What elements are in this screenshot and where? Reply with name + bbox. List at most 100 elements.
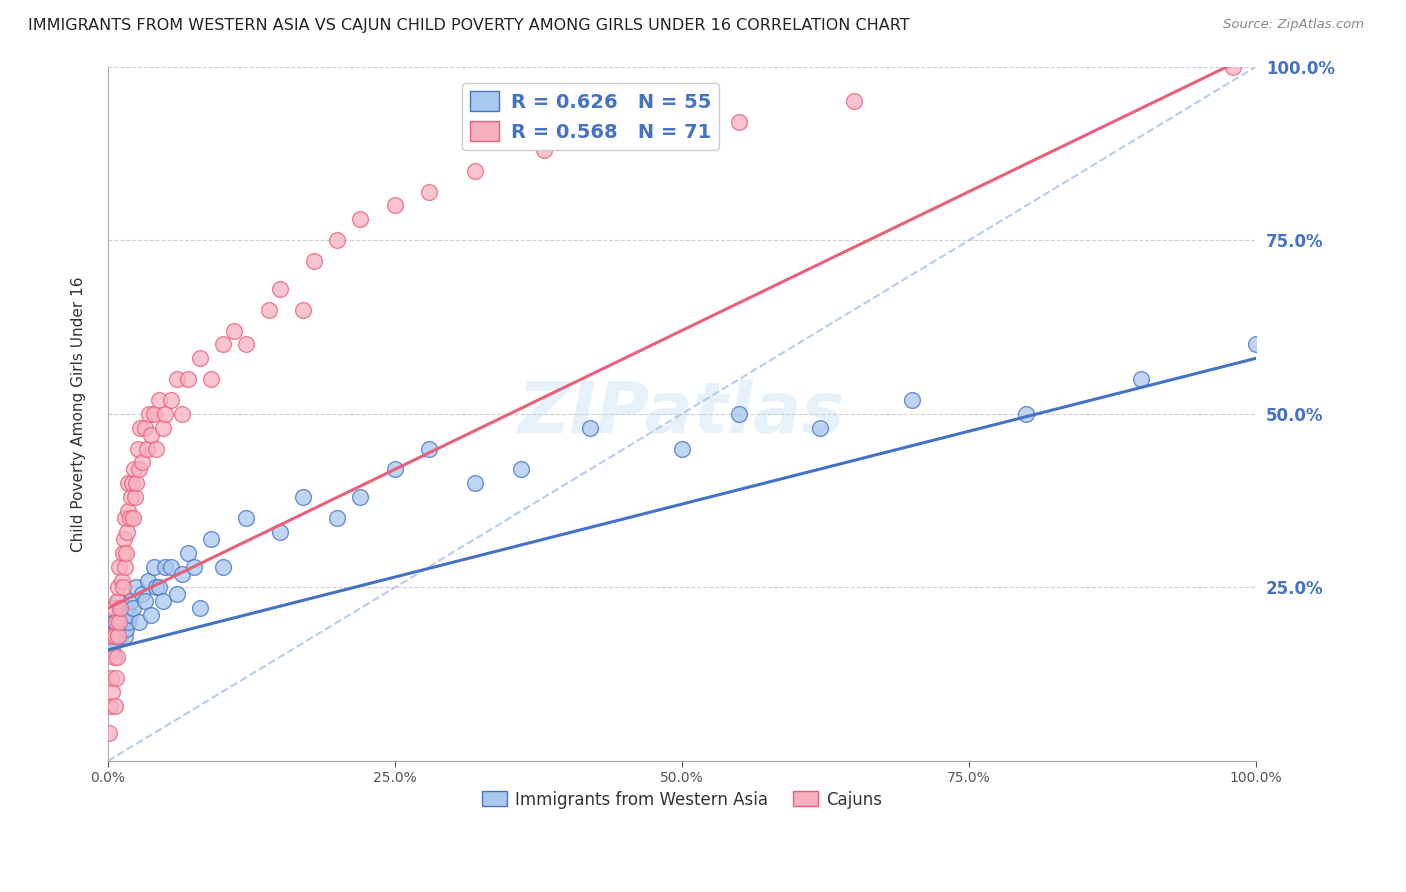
Point (418, 442, 440, 456)
Point (141, 427, 163, 442)
Point (104, 615, 127, 630)
Point (104, 615, 127, 630)
Point (117, 615, 139, 630)
Point (172, 566, 194, 581)
Point (464, 163, 486, 178)
Point (136, 574, 159, 588)
Point (110, 601, 132, 615)
Point (98, 698, 121, 713)
Point (211, 559, 233, 574)
Point (111, 546, 134, 560)
Point (160, 392, 183, 407)
Point (114, 559, 136, 574)
Point (101, 643, 124, 657)
Point (145, 581, 167, 595)
Point (728, 407, 751, 421)
Point (326, 511, 349, 525)
Point (304, 254, 326, 268)
Point (122, 462, 145, 476)
Point (115, 546, 138, 560)
Text: ZIPatlas: ZIPatlas (519, 379, 845, 449)
Point (122, 601, 145, 615)
Point (177, 372, 200, 386)
Point (142, 559, 165, 574)
Point (153, 407, 176, 421)
Point (384, 462, 406, 476)
Point (110, 574, 132, 588)
Point (117, 476, 139, 491)
Point (117, 601, 139, 615)
Point (464, 476, 486, 491)
Point (152, 421, 174, 435)
Text: IMMIGRANTS FROM WESTERN ASIA VS CAJUN CHILD POVERTY AMONG GIRLS UNDER 16 CORRELA: IMMIGRANTS FROM WESTERN ASIA VS CAJUN CH… (28, 18, 910, 33)
Point (579, 421, 602, 435)
Point (127, 442, 149, 456)
Point (105, 649, 128, 664)
Point (100, 629, 122, 643)
Point (200, 372, 222, 386)
Point (613, 129, 636, 144)
Point (148, 392, 170, 407)
Point (120, 594, 142, 608)
Point (104, 671, 127, 685)
Point (103, 649, 125, 664)
Point (257, 302, 280, 317)
Point (114, 629, 136, 643)
Point (114, 511, 136, 525)
Point (166, 372, 188, 386)
Point (141, 608, 163, 623)
Point (269, 282, 291, 296)
Legend: Immigrants from Western Asia, Cajuns: Immigrants from Western Asia, Cajuns (475, 784, 889, 815)
Point (105, 622, 128, 636)
Point (125, 581, 148, 595)
Point (100, 671, 122, 685)
Point (183, 559, 205, 574)
Point (269, 524, 291, 539)
Point (107, 594, 129, 608)
Point (235, 511, 257, 525)
Point (808, 421, 831, 435)
Point (112, 532, 135, 546)
Point (160, 559, 183, 574)
Point (98, 636, 121, 650)
Point (533, 143, 555, 157)
Point (131, 455, 153, 469)
Point (188, 351, 211, 366)
Point (129, 421, 152, 435)
Point (107, 629, 129, 643)
Point (120, 490, 142, 504)
Point (108, 559, 131, 574)
Point (100, 622, 122, 636)
Point (728, 115, 751, 129)
Point (235, 337, 257, 351)
Point (145, 442, 167, 456)
Point (131, 587, 153, 601)
Point (118, 511, 141, 525)
Point (291, 302, 314, 317)
Point (188, 601, 211, 615)
Point (1015, 407, 1038, 421)
Point (200, 532, 222, 546)
Point (105, 594, 128, 608)
Point (104, 629, 127, 643)
Point (117, 504, 139, 518)
Point (900, 392, 922, 407)
Point (125, 476, 148, 491)
Point (138, 407, 160, 421)
Point (111, 581, 134, 595)
Point (153, 559, 176, 574)
Point (101, 684, 124, 698)
Point (107, 581, 129, 595)
Point (148, 581, 170, 595)
Point (222, 324, 245, 338)
Point (418, 185, 440, 199)
Point (103, 615, 125, 630)
Point (1244, 337, 1267, 351)
Point (103, 601, 125, 615)
Point (111, 615, 134, 630)
Point (211, 337, 233, 351)
Point (349, 212, 371, 227)
Text: Source: ZipAtlas.com: Source: ZipAtlas.com (1223, 18, 1364, 31)
Point (842, 95, 865, 109)
Point (134, 421, 156, 435)
